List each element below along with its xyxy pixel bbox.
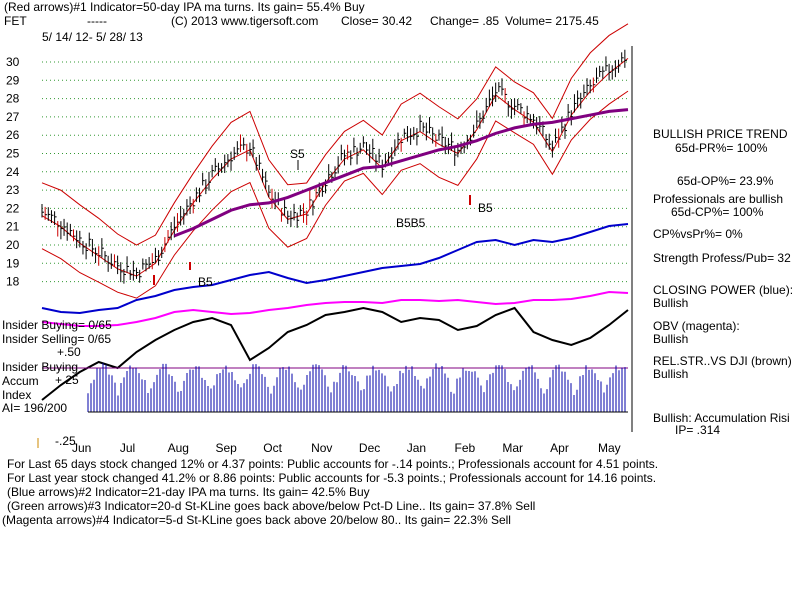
ticker: FET xyxy=(4,14,27,28)
ma50-line xyxy=(173,108,629,238)
closing-power-status: Bullish xyxy=(653,296,689,310)
x-tick-Aug: Aug xyxy=(168,441,189,455)
pros-bullish: Professionals are bullish xyxy=(653,192,784,206)
accumulation-label: Bullish: Accumulation Risi xyxy=(653,411,790,425)
lower-band xyxy=(41,90,629,299)
obv-status: Bullish xyxy=(653,332,689,346)
plus-50: +.50 xyxy=(57,345,81,359)
footer-line2: For Last year stock changed 41.2% or 8.8… xyxy=(7,471,657,485)
y-tick-20: 20 xyxy=(6,238,20,252)
ma-line xyxy=(173,108,629,238)
x-tick-Jul: Jul xyxy=(120,441,135,455)
y-tick-24: 24 xyxy=(6,165,20,179)
change-value: Change= .85 xyxy=(430,14,500,28)
x-tick-Apr: Apr xyxy=(550,441,569,455)
pr-value: 65d-PR%= 100% xyxy=(675,141,768,155)
upper-band xyxy=(41,23,629,246)
close-value: Close= 30.42 xyxy=(341,14,413,28)
x-tick-Feb: Feb xyxy=(455,441,476,455)
y-tick-18: 18 xyxy=(6,275,20,289)
footer-line3: (Blue arrows)#2 Indicator=21-day IPA ma … xyxy=(7,485,370,499)
rel-strength-label: REL.STR..VS DJI (brown) xyxy=(653,354,792,368)
signal-label-3: B5 xyxy=(478,201,493,215)
rel-strength-status: Bullish xyxy=(653,367,689,381)
obv-label: OBV (magenta): xyxy=(653,319,740,333)
x-tick-May: May xyxy=(598,441,621,455)
x-tick-Sep: Sep xyxy=(215,441,237,455)
y-tick-28: 28 xyxy=(6,92,20,106)
volume-value: Volume= 2175.45 xyxy=(505,14,599,28)
dashes: ----- xyxy=(87,14,107,28)
y-tick-19: 19 xyxy=(6,256,20,270)
ip-value: IP= .314 xyxy=(675,423,721,437)
footer-line5: (Magenta arrows)#4 Indicator=5-d St-KLin… xyxy=(2,513,511,527)
y-tick-23: 23 xyxy=(6,183,20,197)
x-tick-Dec: Dec xyxy=(359,441,380,455)
cp-vs-pr: CP%vsPr%= 0% xyxy=(653,227,743,241)
y-tick-30: 30 xyxy=(6,55,20,69)
bullish-price-trend: BULLISH PRICE TREND xyxy=(653,127,788,141)
insider-buying-2: Insider Buying xyxy=(2,360,79,374)
accum-label: Accum xyxy=(2,374,39,388)
footer-line4: (Green arrows)#3 Indicator=20-d St-KLine… xyxy=(7,499,536,513)
y-tick-25: 25 xyxy=(6,147,20,161)
bollinger-bands xyxy=(41,23,629,299)
minus-25: -.25 xyxy=(55,434,76,448)
y-tick-21: 21 xyxy=(6,220,20,234)
x-tick-labels: Jun Jul Aug Sep Oct Nov Dec Jan Feb Mar Apr May xyxy=(37,438,621,455)
closing-power-line xyxy=(41,223,629,315)
insider-buying: Insider Buying= 0/65 xyxy=(2,318,112,332)
closing-power-label: CLOSING POWER (blue): xyxy=(653,283,794,297)
lower-indicators xyxy=(41,223,629,401)
y-tick-29: 29 xyxy=(6,73,20,87)
index-label: Index xyxy=(2,388,32,402)
header-line1: (Red arrows)#1 Indicator=50-day IPA ma t… xyxy=(4,0,365,14)
price-bars xyxy=(41,49,627,284)
x-tick-Jan: Jan xyxy=(407,441,426,455)
cp-value: 65d-CP%= 100% xyxy=(671,205,764,219)
accumulation-histogram xyxy=(87,363,628,413)
y-tick-labels: 30 29 28 27 26 25 24 23 22 21 20 19 18 xyxy=(6,55,20,289)
x-tick-Oct: Oct xyxy=(263,441,282,455)
date-range: 5/ 14/ 12- 5/ 28/ 13 xyxy=(42,30,143,44)
y-tick-22: 22 xyxy=(6,201,20,215)
y-tick-27: 27 xyxy=(6,110,20,124)
plus-25: +.25 xyxy=(55,373,79,387)
signal-label-1: S5 xyxy=(290,147,305,161)
signal-label-0: B5 xyxy=(198,275,213,289)
x-tick-Jun: Jun xyxy=(72,441,91,455)
copyright: (C) 2013 www.tigersoft.com xyxy=(171,14,319,28)
ai-value: AI= 196/200 xyxy=(2,401,68,415)
y-tick-26: 26 xyxy=(6,128,20,142)
x-tick-Mar: Mar xyxy=(502,441,523,455)
insider-selling: Insider Selling= 0/65 xyxy=(2,332,112,346)
op-value: 65d-OP%= 23.9% xyxy=(677,174,774,188)
footer-line1: For Last 65 days stock changed 12% or 4.… xyxy=(7,457,659,471)
rel-strength-line xyxy=(41,306,629,401)
obv-line xyxy=(41,290,629,327)
strength-ratio: Strength Profess/Pub= 32 xyxy=(653,251,791,265)
signal-label-2: B5B5 xyxy=(396,216,426,230)
x-tick-Nov: Nov xyxy=(311,441,332,455)
